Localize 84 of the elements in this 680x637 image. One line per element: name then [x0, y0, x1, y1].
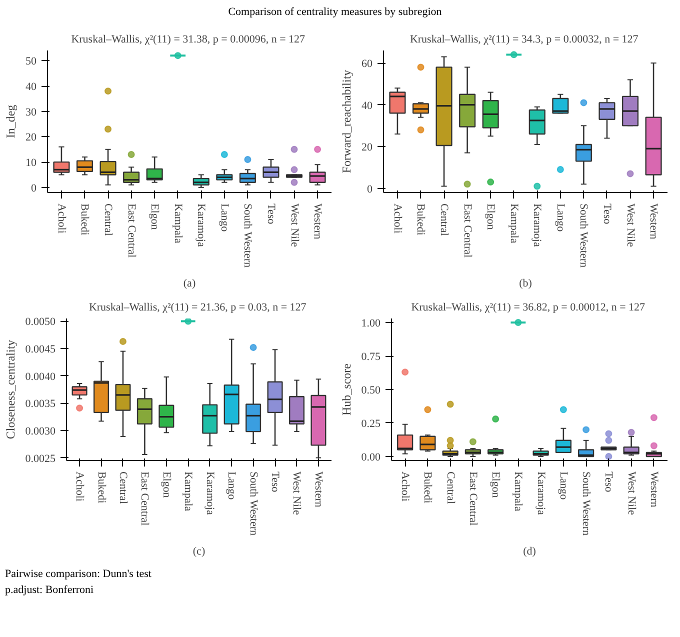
y-tick-label: 30 — [26, 106, 37, 118]
x-tick-label: East Central — [125, 204, 138, 258]
y-tick-label: 20 — [26, 132, 37, 144]
x-tick-label: Acholi — [55, 204, 68, 234]
x-tick-label: Acholi — [391, 204, 404, 234]
x-tick-label: Kampala — [508, 204, 520, 244]
text: (a) — [183, 278, 196, 290]
x-tick-label: South Western — [247, 472, 260, 536]
y-tick-label: 0.0045 — [25, 344, 56, 356]
x-tick-label: East Central — [466, 472, 479, 526]
x-tick-label: East Central — [138, 472, 151, 526]
x-tick-label: Karamoja — [531, 204, 544, 247]
x-tick-label: Elgon — [484, 204, 497, 230]
y-axis-title: Forward_reachability — [340, 70, 354, 174]
x-tick-label: Western — [648, 472, 660, 508]
x-tick-label: Lango — [554, 204, 566, 232]
y-axis-title: Closeness_centrality — [3, 340, 18, 440]
x-tick-label: Acholi — [399, 472, 412, 502]
x-tick-label: Lango — [226, 472, 238, 500]
chart-title: Kruskal–Wallis, χ²(11) = 34.3, p = 0.00032, n = 127 — [410, 34, 639, 46]
x-tick-label: Acholi — [74, 472, 86, 502]
x-tick-label: Kampala — [512, 472, 524, 512]
x-tick-label: Kampala — [172, 204, 184, 244]
text: (c) — [192, 546, 206, 558]
chart-title: Kruskal–Wallis, χ²(11) = 36.82, p = 0.00012, n = 127 — [411, 302, 646, 314]
y-axis-title: In_deg — [4, 104, 18, 138]
x-tick-label: Teso — [269, 472, 282, 493]
x-tick-label: Elgon — [160, 472, 172, 498]
x-tick-label: West Nile — [290, 472, 303, 516]
x-tick-label: East Central — [461, 204, 474, 258]
x-tick-label: West Nile — [625, 472, 638, 516]
x-tick-label: Western — [312, 204, 324, 240]
x-tick-label: Bukedi — [414, 204, 427, 236]
x-tick-label: Teso — [602, 472, 615, 493]
x-tick-label: West Nile — [288, 204, 300, 248]
y-tick-label: 10 — [26, 157, 37, 170]
x-tick-label: Bukedi — [422, 472, 434, 504]
x-tick-label: Western — [312, 472, 324, 508]
y-tick-label: 0 — [367, 183, 373, 196]
y-tick-label: 40 — [362, 100, 373, 112]
y-tick-label: 0.00 — [361, 451, 381, 464]
x-tick-label: Central — [116, 472, 129, 504]
x-tick-label: South Western — [242, 204, 254, 268]
y-tick-label: 0.75 — [361, 351, 381, 364]
y-tick-label: 50 — [26, 56, 37, 68]
text: Comparison of centrality measures by subregion — [228, 5, 442, 20]
x-tick-label: South Western — [580, 472, 592, 536]
x-tick-label: Central — [444, 472, 456, 504]
y-tick-label: 0 — [31, 182, 37, 194]
y-axis-title: Hub_score — [339, 364, 354, 416]
y-tick-label: 0.25 — [361, 418, 381, 430]
y-tick-label: 0.0050 — [25, 316, 56, 328]
y-tick-label: 0.0030 — [25, 425, 56, 438]
y-tick-label: 0.0025 — [25, 452, 56, 465]
y-tick-label: 0.0035 — [25, 398, 56, 410]
x-tick-label: West Nile — [624, 204, 636, 248]
x-tick-label: Kampala — [182, 472, 194, 512]
x-tick-label: Elgon — [490, 472, 502, 498]
x-tick-label: Elgon — [148, 204, 161, 230]
x-tick-label: Western — [648, 204, 660, 240]
text: (d) — [523, 546, 536, 558]
x-tick-label: Central — [102, 204, 114, 236]
y-tick-label: 1.00 — [361, 318, 381, 330]
chart-title: Kruskal–Wallis, χ²(11) = 21.36, p = 0.03, n = 127 — [88, 302, 307, 314]
x-tick-label: Lango — [557, 472, 570, 500]
x-tick-label: Bukedi — [95, 472, 108, 504]
x-tick-label: Teso — [264, 204, 277, 225]
chart-title: Kruskal–Wallis, χ²(11) = 31.38, p = 0.00096, n = 127 — [71, 34, 306, 46]
y-tick-label: 20 — [362, 142, 373, 154]
x-tick-label: Karamoja — [534, 472, 547, 515]
x-tick-label: Central — [438, 204, 450, 236]
text: (b) — [519, 278, 532, 290]
text: Pairwise comparison: Dunn's test — [5, 568, 152, 580]
y-tick-label: 0.0040 — [25, 370, 56, 383]
x-tick-label: South Western — [578, 204, 590, 268]
x-tick-label: Teso — [600, 204, 613, 225]
text: p.adjust: Bonferroni — [5, 584, 94, 596]
y-tick-label: 0.50 — [361, 384, 381, 396]
y-tick-label: 60 — [362, 58, 373, 70]
x-tick-label: Bukedi — [78, 204, 91, 236]
x-tick-label: Lango — [218, 204, 230, 232]
y-tick-label: 40 — [26, 81, 37, 93]
x-tick-label: Karamoja — [204, 472, 216, 515]
x-tick-label: Karamoja — [195, 204, 208, 247]
